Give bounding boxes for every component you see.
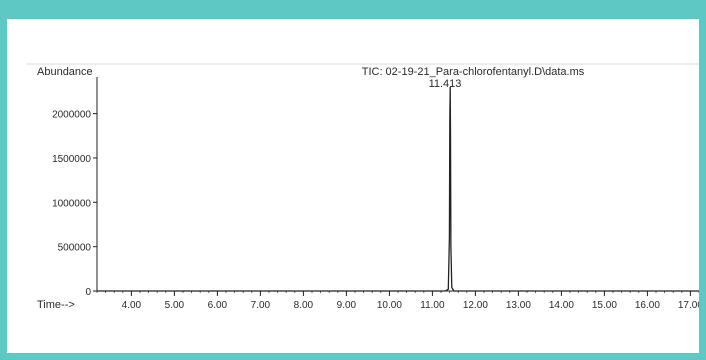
x-tick-label: 16.00 bbox=[635, 300, 660, 311]
x-tick-label: 11.00 bbox=[420, 300, 445, 311]
x-tick-label: 14.00 bbox=[549, 300, 574, 311]
x-tick-label: 4.00 bbox=[122, 300, 142, 311]
chart-title: TIC: 02-19-21_Para-chlorofentanyl.D\data… bbox=[362, 66, 585, 78]
peak-label: 11.413 bbox=[429, 78, 462, 90]
y-tick-label: 1000000 bbox=[52, 198, 91, 209]
y-axis-label: Abundance bbox=[37, 66, 93, 78]
x-tick-label: 5.00 bbox=[165, 300, 185, 311]
x-axis-label: Time--> bbox=[37, 299, 75, 311]
x-tick-label: 17.00 bbox=[678, 300, 699, 311]
x-tick-label: 13.00 bbox=[506, 300, 531, 311]
x-tick-label: 9.00 bbox=[337, 300, 357, 311]
x-tick-label: 12.00 bbox=[463, 300, 488, 311]
x-tick-label: 6.00 bbox=[208, 300, 228, 311]
x-tick-label: 8.00 bbox=[294, 300, 314, 311]
y-tick-label: 500000 bbox=[58, 243, 92, 254]
y-tick-label: 2000000 bbox=[52, 110, 91, 121]
chart-panel: Abundance TIC: 02-19-21_Para-chlorofenta… bbox=[7, 19, 699, 353]
x-tick-label: 15.00 bbox=[592, 300, 617, 311]
tic-chromatogram-chart: Abundance TIC: 02-19-21_Para-chlorofenta… bbox=[27, 63, 699, 311]
tic-trace-line bbox=[97, 86, 699, 292]
y-tick-label: 1500000 bbox=[52, 154, 91, 165]
x-tick-label: 7.00 bbox=[251, 300, 271, 311]
x-tick-label: 10.00 bbox=[377, 300, 402, 311]
y-tick-label: 0 bbox=[85, 287, 91, 298]
